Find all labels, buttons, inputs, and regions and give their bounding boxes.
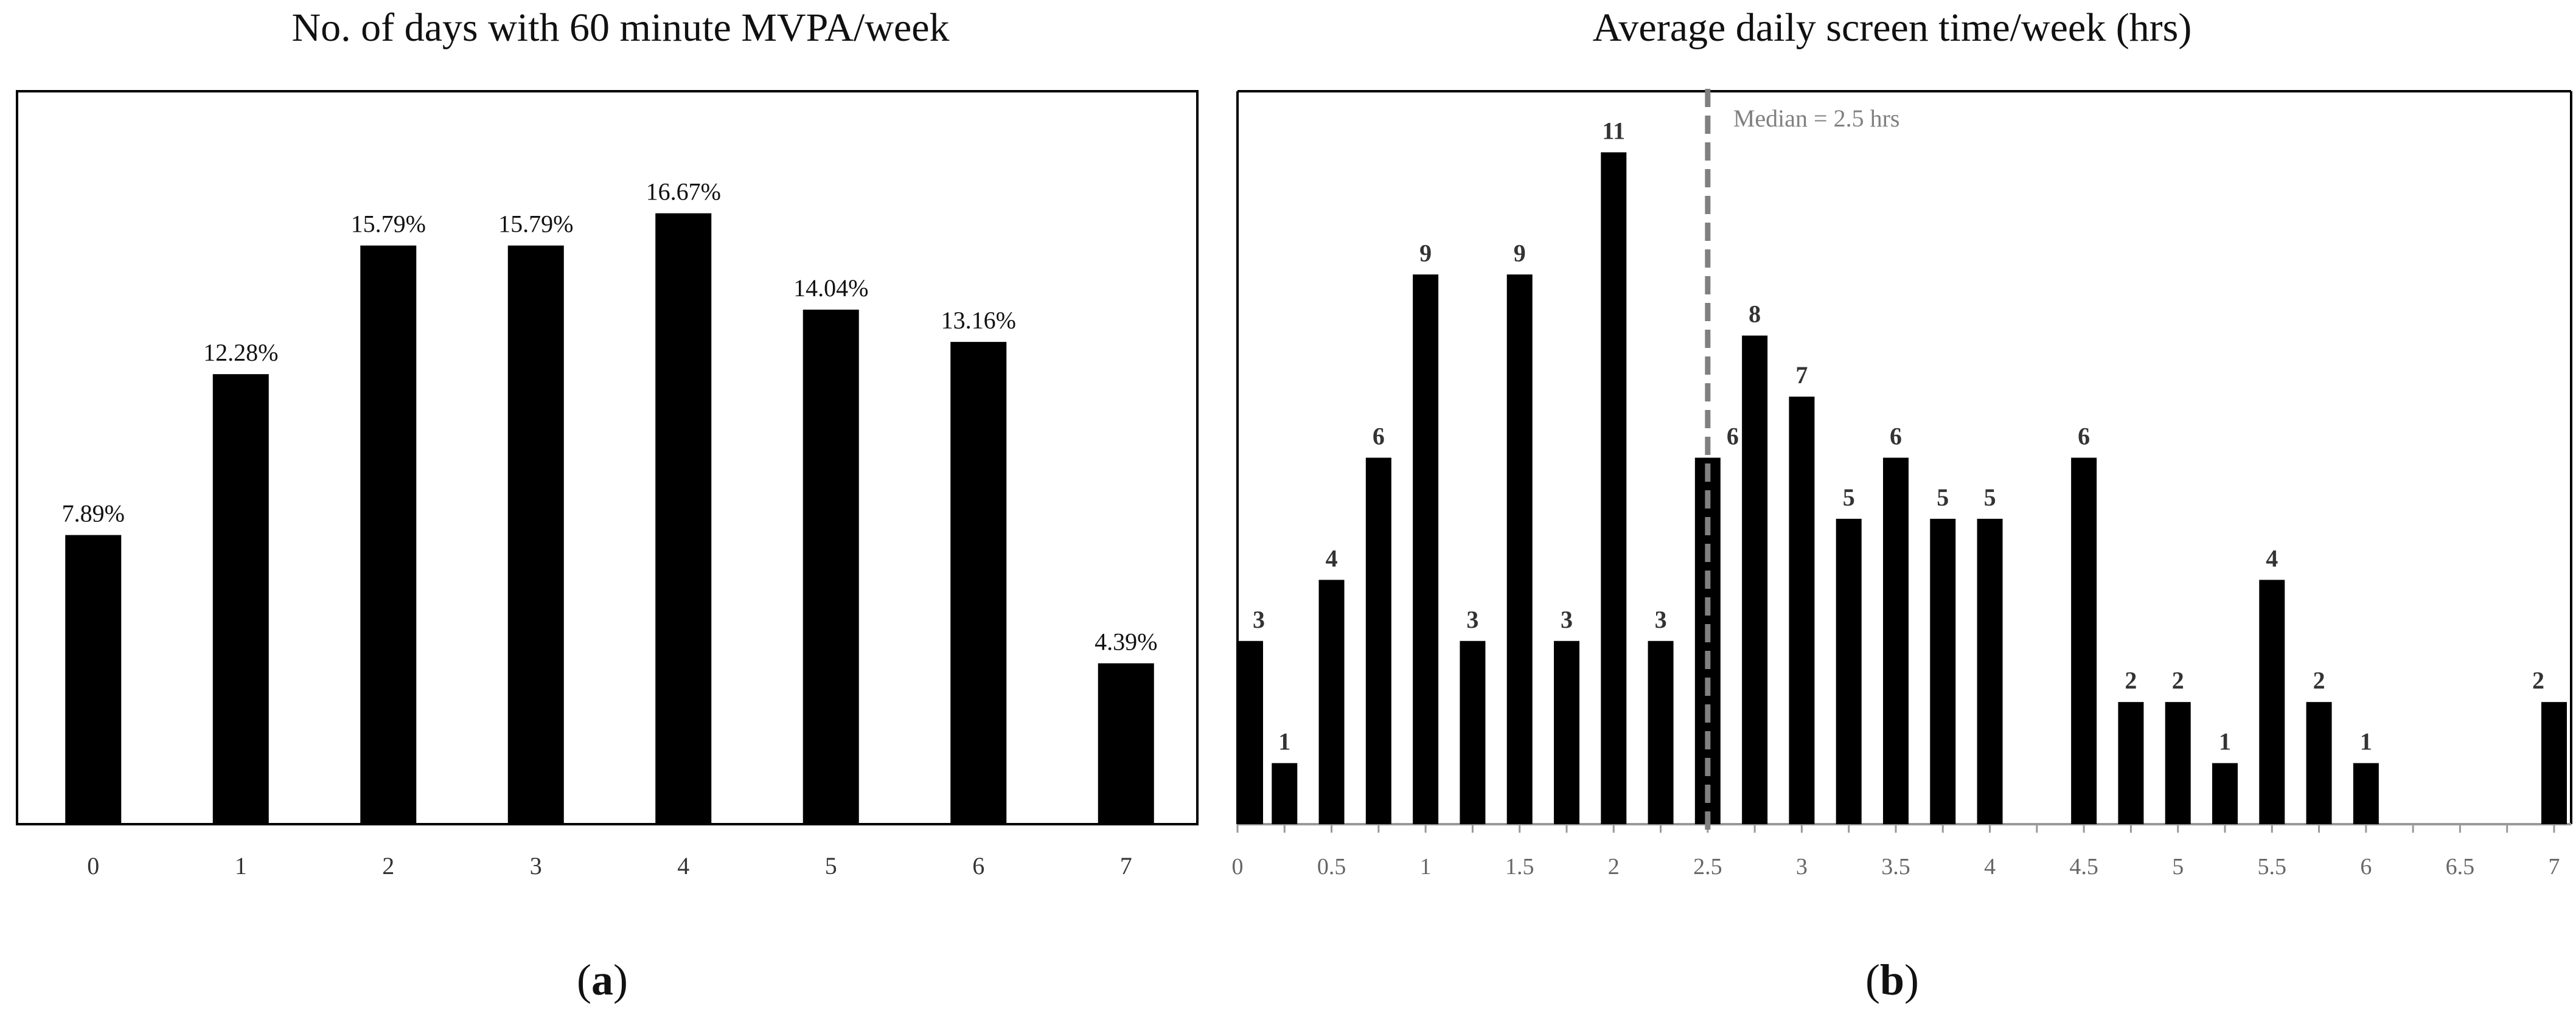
chart-b-bar-2	[1318, 580, 1345, 824]
chart-a-bar-2	[360, 245, 417, 825]
chart-a-bar-6	[950, 342, 1007, 824]
chart-b-data-label-21: 4	[2266, 544, 2278, 572]
chart-a-bar-4	[655, 213, 712, 824]
chart-a-tick-label-6: 6	[972, 852, 984, 880]
chart-b-data-label-3: 6	[1373, 423, 1385, 450]
chart-b-data-label-0: 3	[1253, 606, 1265, 633]
chart-b-bar-22	[2306, 702, 2332, 824]
chart-b-data-label-5: 3	[1466, 606, 1478, 633]
chart-a-tick-label-3: 3	[530, 852, 542, 880]
chart-a-data-label-5: 14.04%	[793, 274, 868, 302]
panel-label-b: (b)	[1865, 956, 1919, 1004]
chart-b-median-label: Median = 2.5 hrs	[1733, 105, 1900, 132]
chart-b-bar-20	[2212, 763, 2238, 824]
chart-b-tick-label-2: 1	[1420, 854, 1432, 880]
chart-b-tick-label-1: 0.5	[1317, 854, 1346, 880]
chart-b-bar-12	[1789, 397, 1815, 824]
chart-b-bar-7	[1554, 640, 1579, 824]
chart-b-tick-label-0: 0	[1232, 854, 1244, 880]
chart-b-bar-18	[2118, 702, 2144, 824]
chart-a-data-label-4: 16.67%	[646, 178, 721, 206]
chart-b-tick-label-14: 7	[2549, 854, 2560, 880]
chart-b-tick-label-4: 2	[1608, 854, 1620, 880]
chart-b-bar-3	[1365, 457, 1391, 824]
chart-b-data-label-2: 4	[1326, 544, 1338, 572]
chart-b-tick-label-6: 3	[1796, 854, 1808, 880]
chart-b-data-label-18: 2	[2125, 667, 2137, 694]
chart-b-bar-6	[1506, 274, 1533, 824]
chart-b-tick-label-5: 2.5	[1693, 854, 1722, 880]
chart-b-title: Average daily screen time/week (hrs)	[1592, 5, 2192, 50]
chart-a-bar-3	[507, 245, 564, 825]
chart-b-tick-label-12: 6	[2360, 854, 2372, 880]
chart-b-bar-16	[1977, 518, 2003, 824]
chart-b-tick-label-13: 6.5	[2446, 854, 2475, 880]
chart-a-data-label-2: 15.79%	[351, 210, 426, 238]
chart-b-data-label-23: 1	[2360, 728, 2372, 755]
panel-label-a: (a)	[577, 956, 628, 1004]
chart-b-data-label-13: 5	[1843, 484, 1855, 511]
chart-b-bar-5	[1460, 640, 1486, 824]
chart-b-bar-14	[1883, 457, 1909, 824]
chart-a-title: No. of days with 60 minute MVPA/week	[291, 5, 950, 50]
chart-b-data-label-24: 2	[2532, 667, 2544, 694]
chart-a-data-label-6: 13.16%	[941, 307, 1016, 334]
chart-b-data-label-19: 2	[2172, 667, 2184, 694]
chart-b-data-label-7: 3	[1561, 606, 1573, 633]
chart-b-bar-21	[2259, 580, 2285, 824]
chart-a-data-label-7: 4.39%	[1095, 628, 1157, 656]
chart-b-bar-15	[1930, 518, 1956, 824]
chart-b-data-label-16: 5	[1984, 484, 1996, 511]
chart-b-data-label-15: 5	[1937, 484, 1949, 511]
chart-b-data-label-9: 3	[1655, 606, 1667, 633]
chart-a-data-label-0: 7.89%	[62, 500, 125, 527]
chart-b-tick-label-7: 3.5	[1881, 854, 1910, 880]
chart-a-bar-0	[65, 535, 122, 824]
chart-b-data-label-12: 7	[1795, 361, 1808, 389]
chart-b-tick-label-8: 4	[1984, 854, 1996, 880]
chart-b-bar-1	[1272, 763, 1298, 824]
chart-b-bar-4	[1413, 274, 1439, 824]
chart-b-bar-9	[1648, 640, 1674, 824]
chart-b-bar-0	[1238, 640, 1263, 824]
chart-b-bar-11	[1742, 335, 1768, 824]
chart-b-data-label-1: 1	[1278, 728, 1290, 755]
chart-b-data-label-17: 6	[2078, 423, 2090, 450]
chart-b-bar-13	[1836, 518, 1862, 824]
chart-b-data-label-11: 8	[1749, 300, 1761, 328]
chart-a-data-label-3: 15.79%	[498, 210, 573, 238]
chart-a-frame	[16, 90, 1199, 825]
chart-b-bar-24	[2541, 702, 2567, 824]
chart-a-bar-7	[1098, 663, 1154, 824]
chart-b-data-label-8: 11	[1602, 117, 1625, 144]
chart-a-tick-label-4: 4	[677, 852, 689, 880]
chart-b-tick-label-11: 5.5	[2258, 854, 2287, 880]
chart-a-bar-1	[212, 374, 269, 824]
chart-b-tick-label-3: 1.5	[1505, 854, 1534, 880]
chart-b-data-label-20: 1	[2219, 728, 2231, 755]
chart-a-tick-label-7: 7	[1120, 852, 1132, 880]
chart-a-tick-label-5: 5	[825, 852, 837, 880]
chart-b-data-label-14: 6	[1890, 423, 1902, 450]
chart-a-bar-5	[802, 310, 859, 825]
chart-b-bar-23	[2353, 763, 2379, 824]
chart-b-data-label-4: 9	[1419, 239, 1432, 266]
chart-b-data-label-22: 2	[2313, 667, 2325, 694]
chart-a-tick-label-0: 0	[87, 852, 99, 880]
chart-a-tick-label-2: 2	[382, 852, 394, 880]
chart-b-bar-17	[2071, 457, 2097, 824]
chart-b-bar-8	[1601, 152, 1627, 825]
chart-a-tick-label-1: 1	[235, 852, 247, 880]
chart-b-data-label-6: 9	[1514, 239, 1526, 266]
chart-b-bar-19	[2165, 702, 2191, 824]
chart-b-data-label-10: 6	[1727, 423, 1739, 450]
chart-a-data-label-1: 12.28%	[203, 339, 278, 366]
chart-b-tick-label-9: 4.5	[2069, 854, 2098, 880]
chart-b-tick-label-10: 5	[2172, 854, 2184, 880]
